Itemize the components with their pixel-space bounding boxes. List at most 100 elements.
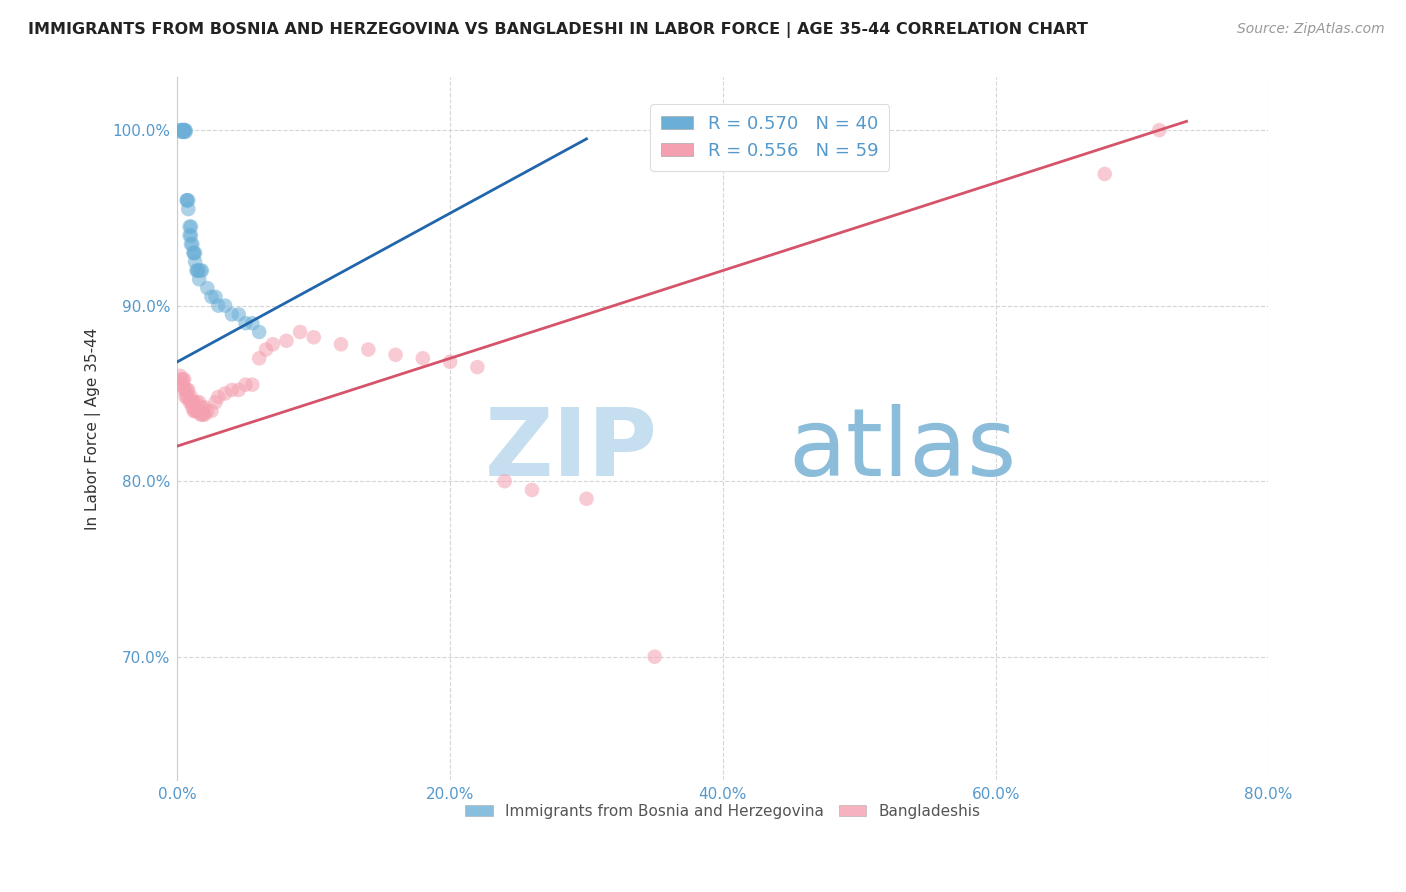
Point (172, 377, 194, 392)
Point (184, 254, 207, 268)
Point (228, 383, 250, 397)
Point (172, 372, 194, 386)
Point (173, 125, 195, 139)
Point (169, 123, 191, 137)
Point (174, 383, 197, 397)
Point (176, 383, 198, 397)
Point (204, 290, 226, 304)
Point (177, 202, 200, 216)
Point (302, 330, 325, 344)
Point (439, 355, 461, 369)
Point (575, 491, 598, 506)
Point (188, 404, 211, 418)
Point (1094, 167, 1116, 181)
Point (330, 337, 353, 351)
Point (181, 395, 204, 409)
Point (176, 194, 198, 208)
Text: ZIP: ZIP (485, 403, 658, 496)
Point (181, 237, 204, 252)
Point (186, 263, 208, 277)
Point (288, 325, 311, 339)
Point (186, 404, 208, 418)
Point (180, 395, 202, 409)
Point (170, 372, 193, 386)
Point (240, 316, 263, 330)
Point (276, 334, 298, 348)
Text: IMMIGRANTS FROM BOSNIA AND HERZEGOVINA VS BANGLADESHI IN LABOR FORCE | AGE 35-44: IMMIGRANTS FROM BOSNIA AND HERZEGOVINA V… (28, 22, 1088, 38)
Point (176, 390, 198, 404)
Point (195, 404, 218, 418)
Point (194, 408, 217, 422)
Point (200, 290, 222, 304)
Point (214, 386, 236, 401)
Point (357, 343, 380, 357)
Point (190, 263, 212, 277)
Point (183, 395, 205, 409)
Point (180, 390, 202, 404)
Point (170, 123, 193, 137)
Point (170, 125, 193, 139)
Point (254, 343, 277, 357)
Point (173, 372, 195, 386)
Point (207, 299, 229, 313)
Point (235, 316, 257, 330)
Point (183, 246, 205, 260)
Point (169, 377, 191, 392)
Point (190, 408, 212, 422)
Point (174, 123, 197, 137)
Point (207, 390, 229, 404)
Legend: Immigrants from Bosnia and Herzegovina, Bangladeshis: Immigrants from Bosnia and Herzegovina, … (458, 797, 987, 824)
Point (191, 408, 214, 422)
Point (176, 194, 198, 208)
Point (384, 348, 406, 362)
Text: Source: ZipAtlas.com: Source: ZipAtlas.com (1237, 22, 1385, 37)
Point (174, 390, 197, 404)
Point (240, 377, 263, 392)
Y-axis label: In Labor Force | Age 35-44: In Labor Force | Age 35-44 (86, 327, 101, 530)
Point (173, 123, 195, 137)
Point (191, 263, 214, 277)
Point (412, 351, 434, 366)
Point (191, 401, 214, 415)
Point (644, 649, 666, 664)
Point (187, 404, 209, 418)
Point (188, 272, 211, 286)
Point (180, 228, 202, 243)
Point (200, 404, 222, 418)
Point (180, 219, 202, 234)
Point (169, 368, 191, 383)
Point (177, 194, 200, 208)
Point (467, 360, 489, 375)
Point (194, 401, 217, 415)
Point (235, 377, 257, 392)
Point (193, 408, 215, 422)
Point (172, 125, 194, 139)
Point (221, 307, 243, 321)
Point (221, 383, 243, 397)
Point (177, 383, 200, 397)
Point (195, 281, 218, 295)
Point (184, 246, 207, 260)
Point (494, 474, 516, 488)
Point (204, 395, 226, 409)
Point (184, 404, 207, 418)
Point (1149, 123, 1171, 137)
Point (247, 325, 270, 339)
Point (180, 237, 202, 252)
Point (262, 337, 284, 351)
Point (247, 351, 270, 366)
Point (179, 395, 201, 409)
Point (188, 395, 211, 409)
Text: atlas: atlas (789, 403, 1017, 496)
Point (183, 246, 205, 260)
Point (179, 219, 201, 234)
Point (181, 401, 204, 415)
Point (172, 123, 194, 137)
Point (173, 123, 195, 137)
Point (183, 404, 205, 418)
Point (228, 307, 250, 321)
Point (520, 483, 543, 497)
Point (174, 125, 197, 139)
Point (177, 390, 200, 404)
Point (214, 299, 236, 313)
